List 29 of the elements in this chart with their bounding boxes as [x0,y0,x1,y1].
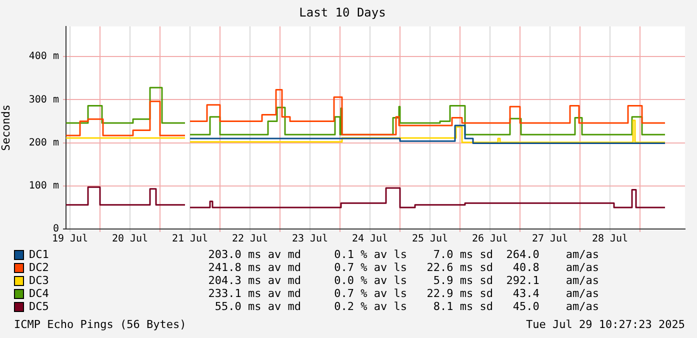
legend-label: DC5 [29,300,50,313]
y-tick-label: 200 m [28,137,59,148]
x-tick-label: 26 Jul [472,234,508,245]
text: 203.0 ms av md 0.1 % av ls 7.0 ms sd 264.0 am/as [207,248,599,261]
x-tick-label: 24 Jul [352,234,388,245]
x-tick-label: 25 Jul [412,234,448,245]
text: 204.3 ms av md 0.0 % av ls 5.9 ms sd 292.1 am/as [207,274,599,287]
x-tick-label: 20 Jul [112,234,148,245]
chart-title: Last 10 Days [299,5,386,20]
y-tick-label: 100 m [28,180,59,192]
legend-label: DC2 [29,261,50,274]
y-axis-title: Seconds [0,104,12,151]
x-tick-label: 22 Jul [232,234,268,245]
legend-label: DC1 [29,248,50,261]
legend-label: DC3 [29,274,50,287]
text: 233.1 ms av md 0.7 % av ls 22.9 ms sd 43.4 am/as [207,287,599,300]
text: Tue Jul 29 10:27:23 2025 [526,318,685,331]
y-tick-label: 400 m [28,51,59,62]
y-tick-label: 300 m [28,94,59,106]
x-tick-label: 19 Jul [52,234,88,245]
text: 55.0 ms av md 0.2 % av ls 8.1 ms sd 45.0 am/as [214,300,599,313]
text: 241.8 ms av md 0.7 % av ls 22.6 ms sd 40.8 am/as [207,261,599,274]
x-tick-label: 21 Jul [172,234,208,245]
legend-label: DC4 [29,287,50,300]
x-tick-label: 27 Jul [532,234,568,245]
x-tick-label: 28 Jul [592,234,628,245]
x-tick-label: 23 Jul [292,234,328,245]
text: ICMP Echo Pings (56 Bytes) [14,318,186,331]
y-tick-label: 0 [52,224,59,235]
